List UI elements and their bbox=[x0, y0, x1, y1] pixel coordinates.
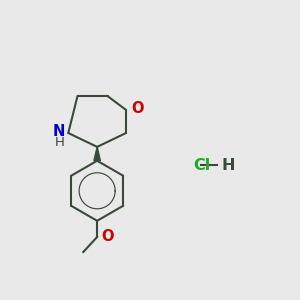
Text: O: O bbox=[101, 230, 114, 244]
Text: H: H bbox=[222, 158, 236, 173]
Text: Cl: Cl bbox=[193, 158, 210, 173]
Text: H: H bbox=[55, 136, 65, 149]
Text: O: O bbox=[131, 101, 144, 116]
Text: N: N bbox=[52, 124, 65, 140]
Polygon shape bbox=[94, 147, 101, 161]
